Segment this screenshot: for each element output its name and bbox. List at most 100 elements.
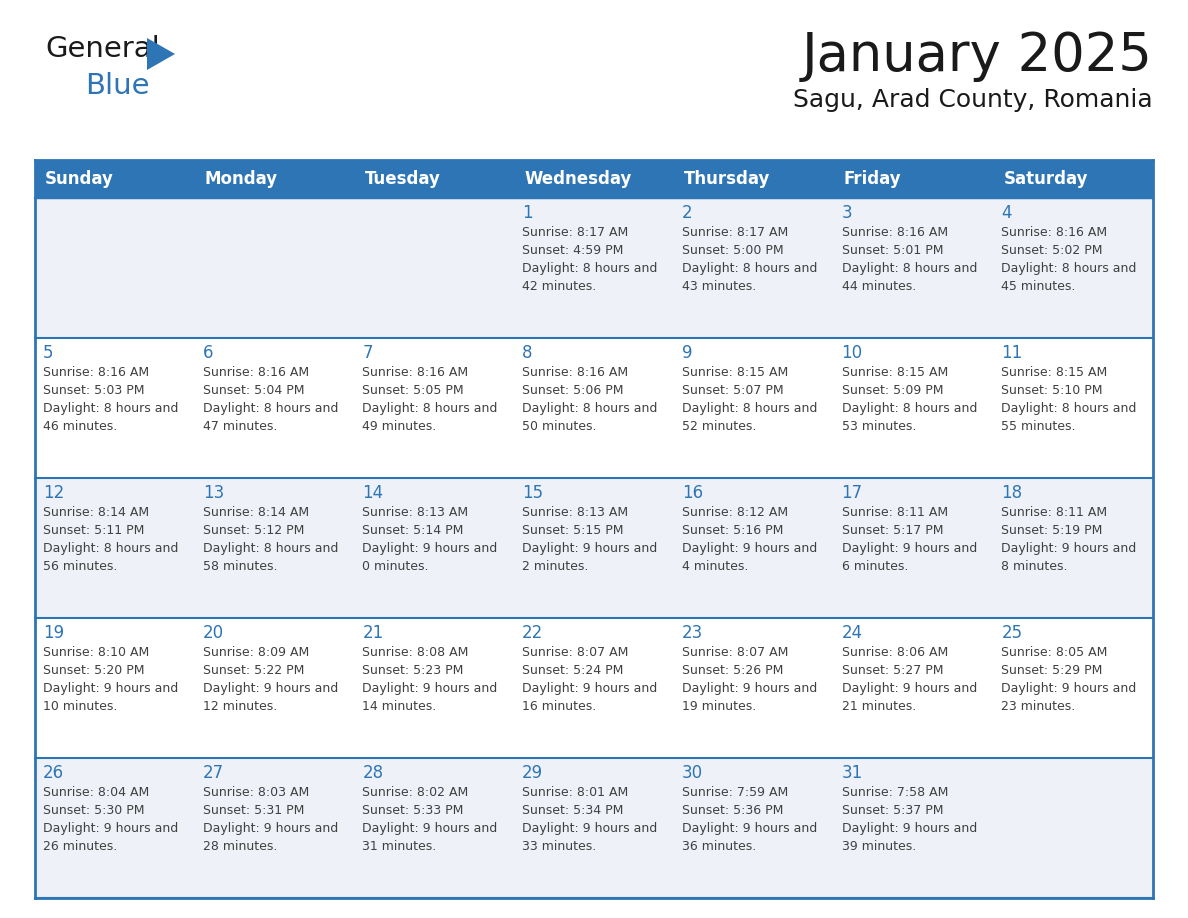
Text: 58 minutes.: 58 minutes. [203,560,277,573]
Text: Sunset: 5:34 PM: Sunset: 5:34 PM [523,804,624,817]
Text: 43 minutes.: 43 minutes. [682,280,756,293]
Text: Daylight: 9 hours and: Daylight: 9 hours and [682,542,817,555]
Text: 21 minutes.: 21 minutes. [841,700,916,713]
Text: 56 minutes.: 56 minutes. [43,560,118,573]
Text: Sunrise: 8:10 AM: Sunrise: 8:10 AM [43,646,150,659]
Text: 11: 11 [1001,344,1023,362]
Text: Thursday: Thursday [684,170,770,188]
Text: Daylight: 9 hours and: Daylight: 9 hours and [523,542,657,555]
Text: Daylight: 8 hours and: Daylight: 8 hours and [682,402,817,415]
Text: 47 minutes.: 47 minutes. [203,420,277,433]
Text: Sunrise: 8:16 AM: Sunrise: 8:16 AM [362,366,468,379]
Text: January 2025: January 2025 [802,30,1154,82]
Text: Sunrise: 8:16 AM: Sunrise: 8:16 AM [43,366,150,379]
Text: 5: 5 [43,344,53,362]
Text: 1: 1 [523,204,532,222]
Text: Sunset: 4:59 PM: Sunset: 4:59 PM [523,244,624,257]
Text: Sunset: 5:10 PM: Sunset: 5:10 PM [1001,384,1102,397]
Text: 8: 8 [523,344,532,362]
Text: Daylight: 8 hours and: Daylight: 8 hours and [523,402,657,415]
Text: 24: 24 [841,624,862,642]
Text: Sunset: 5:29 PM: Sunset: 5:29 PM [1001,664,1102,677]
Text: 9: 9 [682,344,693,362]
Text: 23: 23 [682,624,703,642]
Text: Sunrise: 8:11 AM: Sunrise: 8:11 AM [1001,506,1107,519]
Text: Sunset: 5:14 PM: Sunset: 5:14 PM [362,524,463,537]
Text: Daylight: 8 hours and: Daylight: 8 hours and [841,262,977,275]
Text: Sunset: 5:12 PM: Sunset: 5:12 PM [203,524,304,537]
Text: 46 minutes.: 46 minutes. [43,420,118,433]
Text: 44 minutes.: 44 minutes. [841,280,916,293]
Text: 28 minutes.: 28 minutes. [203,840,277,853]
Text: Daylight: 9 hours and: Daylight: 9 hours and [523,822,657,835]
Text: General: General [45,35,159,63]
Text: Daylight: 9 hours and: Daylight: 9 hours and [682,682,817,695]
Text: 14 minutes.: 14 minutes. [362,700,437,713]
Text: Sunset: 5:27 PM: Sunset: 5:27 PM [841,664,943,677]
Text: Sunrise: 8:08 AM: Sunrise: 8:08 AM [362,646,469,659]
Bar [34,478,1154,618]
Text: Daylight: 9 hours and: Daylight: 9 hours and [841,682,977,695]
Text: 7: 7 [362,344,373,362]
Text: 6: 6 [203,344,213,362]
Text: Sunrise: 8:07 AM: Sunrise: 8:07 AM [523,646,628,659]
Text: Sunset: 5:22 PM: Sunset: 5:22 PM [203,664,304,677]
Text: 25: 25 [1001,624,1023,642]
Polygon shape [147,38,175,70]
Text: 20: 20 [203,624,223,642]
Text: Sunrise: 8:13 AM: Sunrise: 8:13 AM [362,506,468,519]
Text: Sunrise: 7:58 AM: Sunrise: 7:58 AM [841,786,948,799]
Text: 50 minutes.: 50 minutes. [523,420,596,433]
Text: 4 minutes.: 4 minutes. [682,560,748,573]
Text: 15: 15 [523,484,543,502]
Text: Sunset: 5:31 PM: Sunset: 5:31 PM [203,804,304,817]
Text: Sunset: 5:30 PM: Sunset: 5:30 PM [43,804,145,817]
Text: Sagu, Arad County, Romania: Sagu, Arad County, Romania [794,88,1154,112]
Text: Sunset: 5:07 PM: Sunset: 5:07 PM [682,384,783,397]
Text: Sunrise: 8:17 AM: Sunrise: 8:17 AM [682,226,788,239]
Text: 0 minutes.: 0 minutes. [362,560,429,573]
Text: Wednesday: Wednesday [524,170,632,188]
Text: Sunrise: 8:09 AM: Sunrise: 8:09 AM [203,646,309,659]
Text: 31 minutes.: 31 minutes. [362,840,437,853]
Text: Sunset: 5:37 PM: Sunset: 5:37 PM [841,804,943,817]
Text: Daylight: 8 hours and: Daylight: 8 hours and [203,402,339,415]
Text: 30: 30 [682,764,703,782]
Text: 12 minutes.: 12 minutes. [203,700,277,713]
Text: Daylight: 9 hours and: Daylight: 9 hours and [203,682,337,695]
Text: Sunrise: 8:17 AM: Sunrise: 8:17 AM [523,226,628,239]
Text: Sunrise: 8:04 AM: Sunrise: 8:04 AM [43,786,150,799]
Text: Daylight: 8 hours and: Daylight: 8 hours and [523,262,657,275]
Text: 10: 10 [841,344,862,362]
Text: Friday: Friday [843,170,902,188]
Text: Sunrise: 8:16 AM: Sunrise: 8:16 AM [523,366,628,379]
Text: Sunrise: 8:16 AM: Sunrise: 8:16 AM [203,366,309,379]
Text: 33 minutes.: 33 minutes. [523,840,596,853]
Text: Daylight: 9 hours and: Daylight: 9 hours and [841,822,977,835]
Text: 19: 19 [43,624,64,642]
Text: Daylight: 9 hours and: Daylight: 9 hours and [682,822,817,835]
Text: Daylight: 8 hours and: Daylight: 8 hours and [203,542,339,555]
Text: Daylight: 8 hours and: Daylight: 8 hours and [841,402,977,415]
Text: Sunset: 5:36 PM: Sunset: 5:36 PM [682,804,783,817]
Text: 55 minutes.: 55 minutes. [1001,420,1076,433]
Text: Sunset: 5:02 PM: Sunset: 5:02 PM [1001,244,1102,257]
Text: 28: 28 [362,764,384,782]
Text: Sunset: 5:09 PM: Sunset: 5:09 PM [841,384,943,397]
Bar [34,618,1154,758]
Text: 14: 14 [362,484,384,502]
Text: Sunset: 5:33 PM: Sunset: 5:33 PM [362,804,463,817]
Text: Sunrise: 8:12 AM: Sunrise: 8:12 AM [682,506,788,519]
Text: Sunset: 5:04 PM: Sunset: 5:04 PM [203,384,304,397]
Bar [34,198,1154,338]
Text: 23 minutes.: 23 minutes. [1001,700,1075,713]
Text: 29: 29 [523,764,543,782]
Text: 6 minutes.: 6 minutes. [841,560,908,573]
Text: 16 minutes.: 16 minutes. [523,700,596,713]
Text: Tuesday: Tuesday [365,170,441,188]
Text: Daylight: 8 hours and: Daylight: 8 hours and [362,402,498,415]
Text: Sunrise: 8:03 AM: Sunrise: 8:03 AM [203,786,309,799]
Text: Monday: Monday [204,170,278,188]
Text: Sunset: 5:16 PM: Sunset: 5:16 PM [682,524,783,537]
Text: Daylight: 8 hours and: Daylight: 8 hours and [1001,402,1137,415]
